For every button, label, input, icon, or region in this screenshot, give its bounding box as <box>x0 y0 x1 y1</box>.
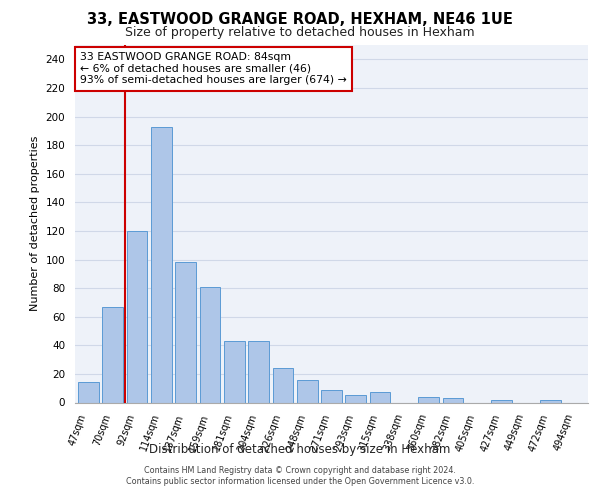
Bar <box>540 400 560 402</box>
Bar <box>418 397 439 402</box>
Bar <box>443 398 463 402</box>
Bar <box>248 341 269 402</box>
Bar <box>370 392 391 402</box>
Text: 33 EASTWOOD GRANGE ROAD: 84sqm
← 6% of detached houses are smaller (46)
93% of s: 33 EASTWOOD GRANGE ROAD: 84sqm ← 6% of d… <box>80 52 347 86</box>
Text: 33, EASTWOOD GRANGE ROAD, HEXHAM, NE46 1UE: 33, EASTWOOD GRANGE ROAD, HEXHAM, NE46 1… <box>87 12 513 28</box>
Bar <box>200 286 220 403</box>
Text: Distribution of detached houses by size in Hexham: Distribution of detached houses by size … <box>149 442 451 456</box>
Bar <box>175 262 196 402</box>
Bar <box>127 231 148 402</box>
Bar <box>346 396 366 402</box>
Bar <box>272 368 293 402</box>
Bar <box>103 306 123 402</box>
Bar <box>151 126 172 402</box>
Bar <box>321 390 342 402</box>
Y-axis label: Number of detached properties: Number of detached properties <box>30 136 40 312</box>
Text: Contains public sector information licensed under the Open Government Licence v3: Contains public sector information licen… <box>126 477 474 486</box>
Bar <box>297 380 317 402</box>
Text: Size of property relative to detached houses in Hexham: Size of property relative to detached ho… <box>125 26 475 39</box>
Bar <box>224 341 245 402</box>
Bar <box>491 400 512 402</box>
Text: Contains HM Land Registry data © Crown copyright and database right 2024.: Contains HM Land Registry data © Crown c… <box>144 466 456 475</box>
Bar <box>78 382 99 402</box>
